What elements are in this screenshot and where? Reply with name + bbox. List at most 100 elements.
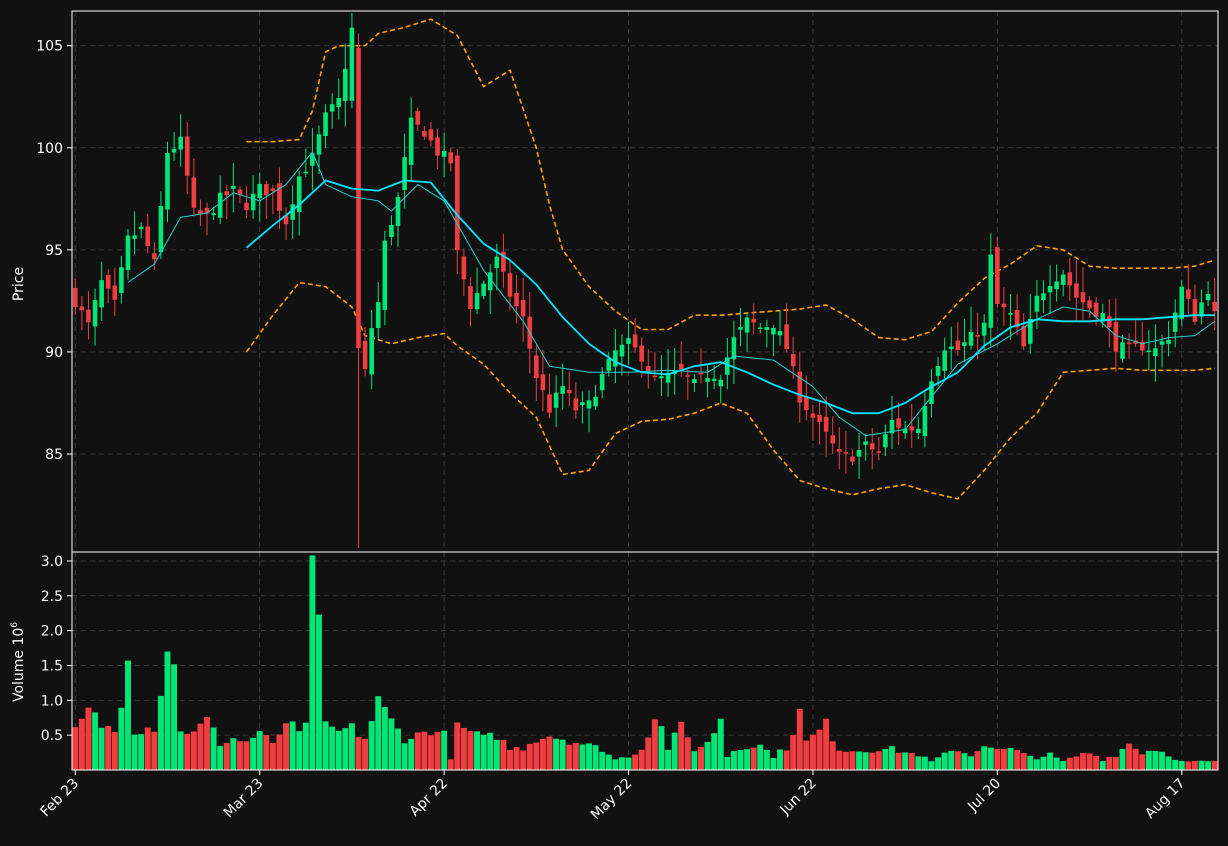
candle-body [99,280,104,308]
volume-bar [131,734,138,770]
volume-bar [809,734,816,770]
bollinger-upper-line [246,18,1215,341]
volume-bar [711,733,718,770]
volume-bar [625,757,632,770]
candle-body [125,235,131,271]
volume-bar [849,751,856,770]
candle-body [645,366,651,372]
volume-bar [856,751,863,770]
price-grid [72,11,1218,552]
candle-body [968,331,974,346]
candle-body [119,267,124,294]
candle-body [165,153,170,210]
volume-bar [823,718,830,770]
volume-axis-label: Volume 106 [10,622,27,702]
candle-body [191,177,197,208]
candle-body [626,338,631,344]
volume-bar [671,732,678,770]
candle-body [692,379,697,384]
volume-bar [539,738,546,770]
volume-bar [493,739,500,770]
volume-bar [269,743,276,770]
volume-bar [507,749,513,770]
candle-body [1001,303,1007,308]
candle-body [1166,339,1171,344]
candle-body [303,171,309,174]
volume-bar [210,727,217,770]
candle-body [1100,313,1106,322]
volume-bar [730,751,737,770]
candle-body [501,251,506,272]
candle-body [547,394,552,413]
candle-body [72,287,78,308]
candle-body [257,183,263,199]
volume-bar [408,738,415,770]
candle-body [771,327,776,335]
candle-body [678,363,684,370]
volume-bar [974,751,981,770]
volume-bar [1112,756,1119,770]
candle-body [343,68,348,102]
candle-body [757,327,763,330]
candle-body [224,191,230,196]
candle-body [448,152,454,164]
volume-bar [217,746,224,770]
volume-bar [1027,755,1034,770]
candle-body [751,318,756,323]
candle-body [1107,316,1112,328]
panel-frames [71,10,1219,771]
candle-body [804,396,809,411]
candle-body [349,27,355,101]
volume-bar [994,748,1001,770]
candle-body [975,335,980,337]
volume-bar [783,750,790,770]
candle-body [132,235,137,239]
volume-bars [72,555,1218,770]
candle-body [981,322,987,336]
volume-tick-label: 1.0 [41,693,63,709]
volume-bar [480,734,487,770]
volume-bar [763,749,770,770]
price-tick-label: 95 [45,243,63,259]
candle-body [1120,342,1125,359]
candle-body [217,192,223,218]
volume-bar [987,747,994,770]
volume-bar [875,751,882,770]
volume-bar [283,723,290,770]
candle-body [784,324,789,350]
volume-bar [454,722,461,770]
volume-bar [941,752,948,770]
candle-body [435,137,440,156]
volume-bar [908,752,915,770]
candle-body [211,213,216,216]
volume-bar [566,744,573,770]
volume-bar [243,741,250,770]
candle-body [540,374,546,391]
candles [72,13,1218,548]
volume-tick-label: 1.5 [41,658,63,674]
candle-body [995,247,1000,304]
volume-panel-frame [71,551,1219,771]
candle-body [1146,350,1152,353]
volume-bar [724,756,731,770]
volume-bar [1205,761,1212,770]
volume-bar [395,728,401,770]
volume-bar [421,731,428,770]
candle-body [184,136,190,176]
volume-bar [665,749,672,770]
candle-body [138,226,144,230]
volume-axis-label-text: Volume [11,650,27,702]
volume-bar [1066,757,1073,770]
volume-bar [599,751,606,770]
candle-body [1172,312,1178,332]
candle-body [632,334,638,348]
volume-bar [1047,752,1054,770]
volume-bar [302,722,309,770]
candle-body [290,204,295,220]
volume-bar [335,730,342,770]
price-tick-label: 85 [45,447,63,463]
volume-bar [85,707,92,770]
volume-bar [968,756,974,770]
volume-bar [236,741,243,770]
volume-bar [164,651,171,770]
